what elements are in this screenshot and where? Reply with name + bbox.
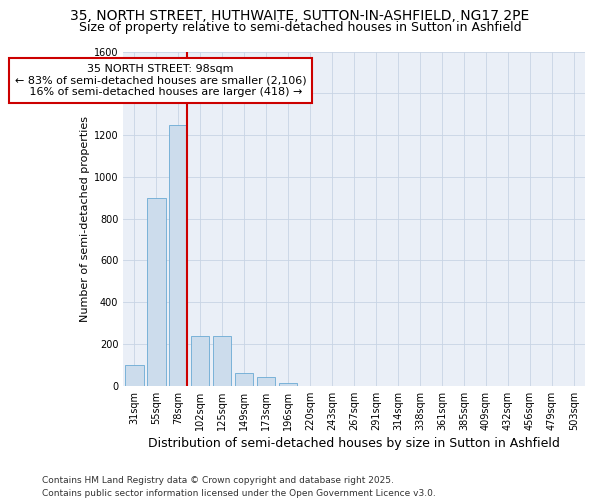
Bar	[257, 378, 275, 386]
Bar	[213, 336, 232, 386]
Bar	[169, 124, 187, 386]
Text: 35 NORTH STREET: 98sqm
← 83% of semi-detached houses are smaller (2,106)
   16% : 35 NORTH STREET: 98sqm ← 83% of semi-det…	[15, 64, 307, 97]
Bar	[125, 365, 143, 386]
Bar	[279, 382, 298, 386]
Bar	[191, 336, 209, 386]
Bar	[147, 198, 166, 386]
Bar	[235, 374, 253, 386]
X-axis label: Distribution of semi-detached houses by size in Sutton in Ashfield: Distribution of semi-detached houses by …	[148, 437, 560, 450]
Text: 35, NORTH STREET, HUTHWAITE, SUTTON-IN-ASHFIELD, NG17 2PE: 35, NORTH STREET, HUTHWAITE, SUTTON-IN-A…	[70, 9, 530, 23]
Text: Contains HM Land Registry data © Crown copyright and database right 2025.
Contai: Contains HM Land Registry data © Crown c…	[42, 476, 436, 498]
Y-axis label: Number of semi-detached properties: Number of semi-detached properties	[80, 116, 89, 322]
Text: Size of property relative to semi-detached houses in Sutton in Ashfield: Size of property relative to semi-detach…	[79, 21, 521, 34]
